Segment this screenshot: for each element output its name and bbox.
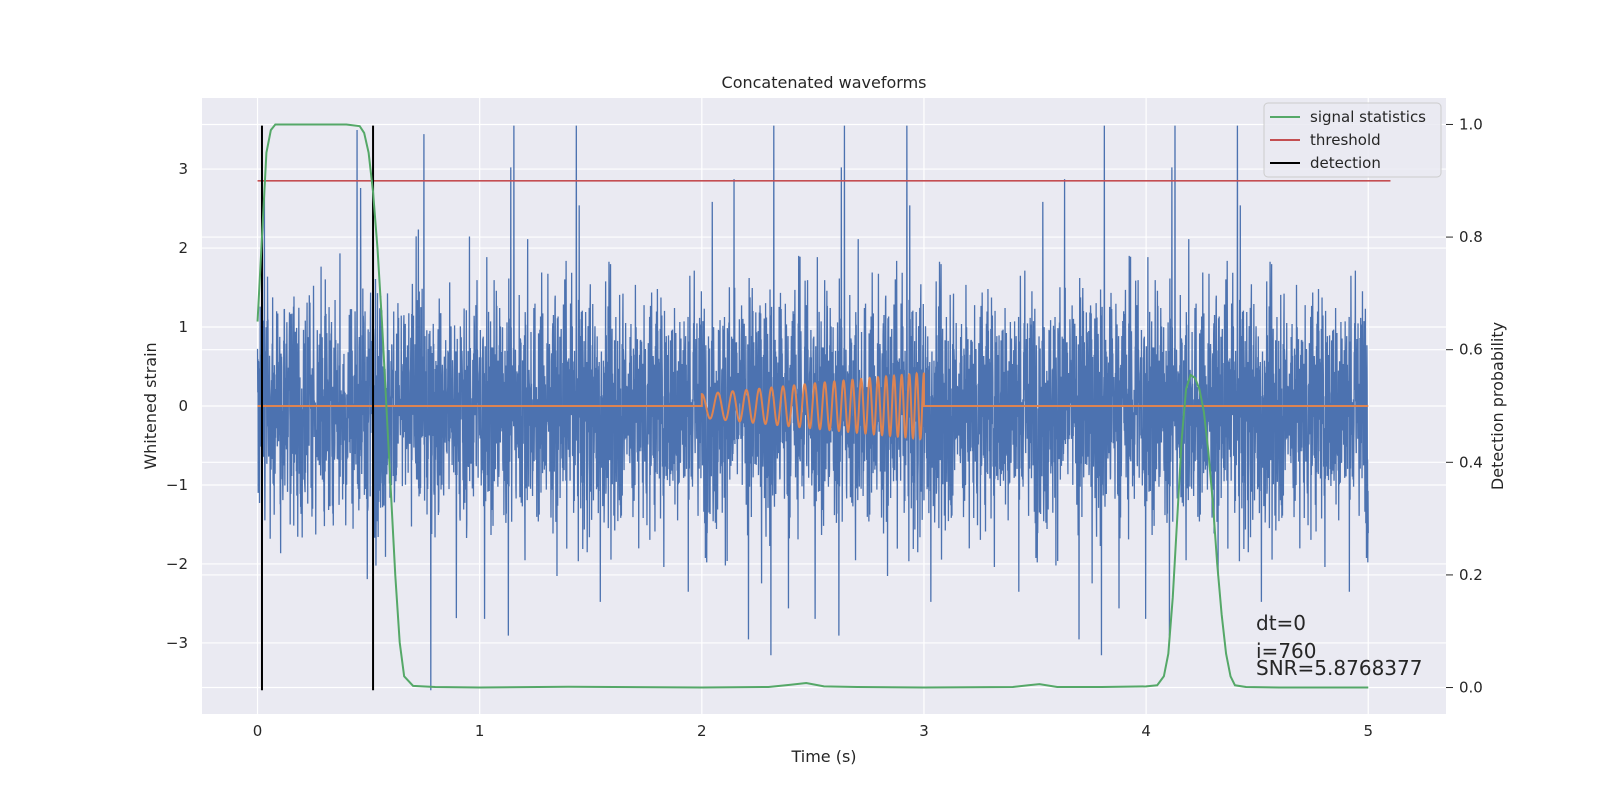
y-right-tick-label: 0.2 xyxy=(1459,566,1483,584)
y-right-tick-label: 1.0 xyxy=(1459,115,1483,133)
y-axis-right-label: Detection probability xyxy=(1488,322,1507,490)
y-left-tick-label: 1 xyxy=(178,318,188,336)
y-left-tick-label: 2 xyxy=(178,239,188,257)
legend-label-threshold: threshold xyxy=(1310,131,1381,149)
x-tick-label: 0 xyxy=(253,722,263,740)
annotation-dt: dt=0 xyxy=(1256,611,1306,635)
y-axis-left-label: Whitened strain xyxy=(141,342,160,469)
noise-layer xyxy=(256,125,1369,691)
x-tick-label: 5 xyxy=(1363,722,1373,740)
chart-title: Concatenated waveforms xyxy=(722,73,927,92)
legend-label-signal-statistics: signal statistics xyxy=(1310,108,1426,126)
axis-layer: 0 1 2 3 4 5 −3 −2 −1 0 1 2 3 0.0 0.2 0.4 0.6 0.8 1.0 xyxy=(166,115,1483,740)
legend-label-detection: detection xyxy=(1310,154,1381,172)
y-right-tick-label: 0.4 xyxy=(1459,453,1483,471)
x-tick-label: 4 xyxy=(1141,722,1151,740)
y-left-tick-label: 0 xyxy=(178,397,188,415)
injected-chirp-line xyxy=(257,371,1369,441)
x-tick-label: 2 xyxy=(697,722,707,740)
y-right-tick-label: 0.8 xyxy=(1459,228,1483,246)
y-right-tick-label: 0.6 xyxy=(1459,341,1483,359)
legend: signal statistics threshold detection xyxy=(1263,102,1442,178)
x-tick-label: 1 xyxy=(475,722,485,740)
y-left-tick-label: −3 xyxy=(166,634,188,652)
y-right-tick-label: 0.0 xyxy=(1459,679,1483,697)
series-layer xyxy=(256,123,1391,691)
annotation-snr: SNR=5.8768377 xyxy=(1256,656,1422,680)
strain-noise-line xyxy=(256,125,1369,691)
x-axis-label: Time (s) xyxy=(790,747,856,766)
legend-box xyxy=(1263,102,1442,178)
y-left-tick-label: −2 xyxy=(166,555,188,573)
y-left-tick-label: −1 xyxy=(166,476,188,494)
signal-statistics-line xyxy=(256,123,1369,689)
x-tick-label: 3 xyxy=(919,722,929,740)
annotation-i: i=760 xyxy=(1256,639,1317,663)
y-left-tick-label: 3 xyxy=(178,160,188,178)
